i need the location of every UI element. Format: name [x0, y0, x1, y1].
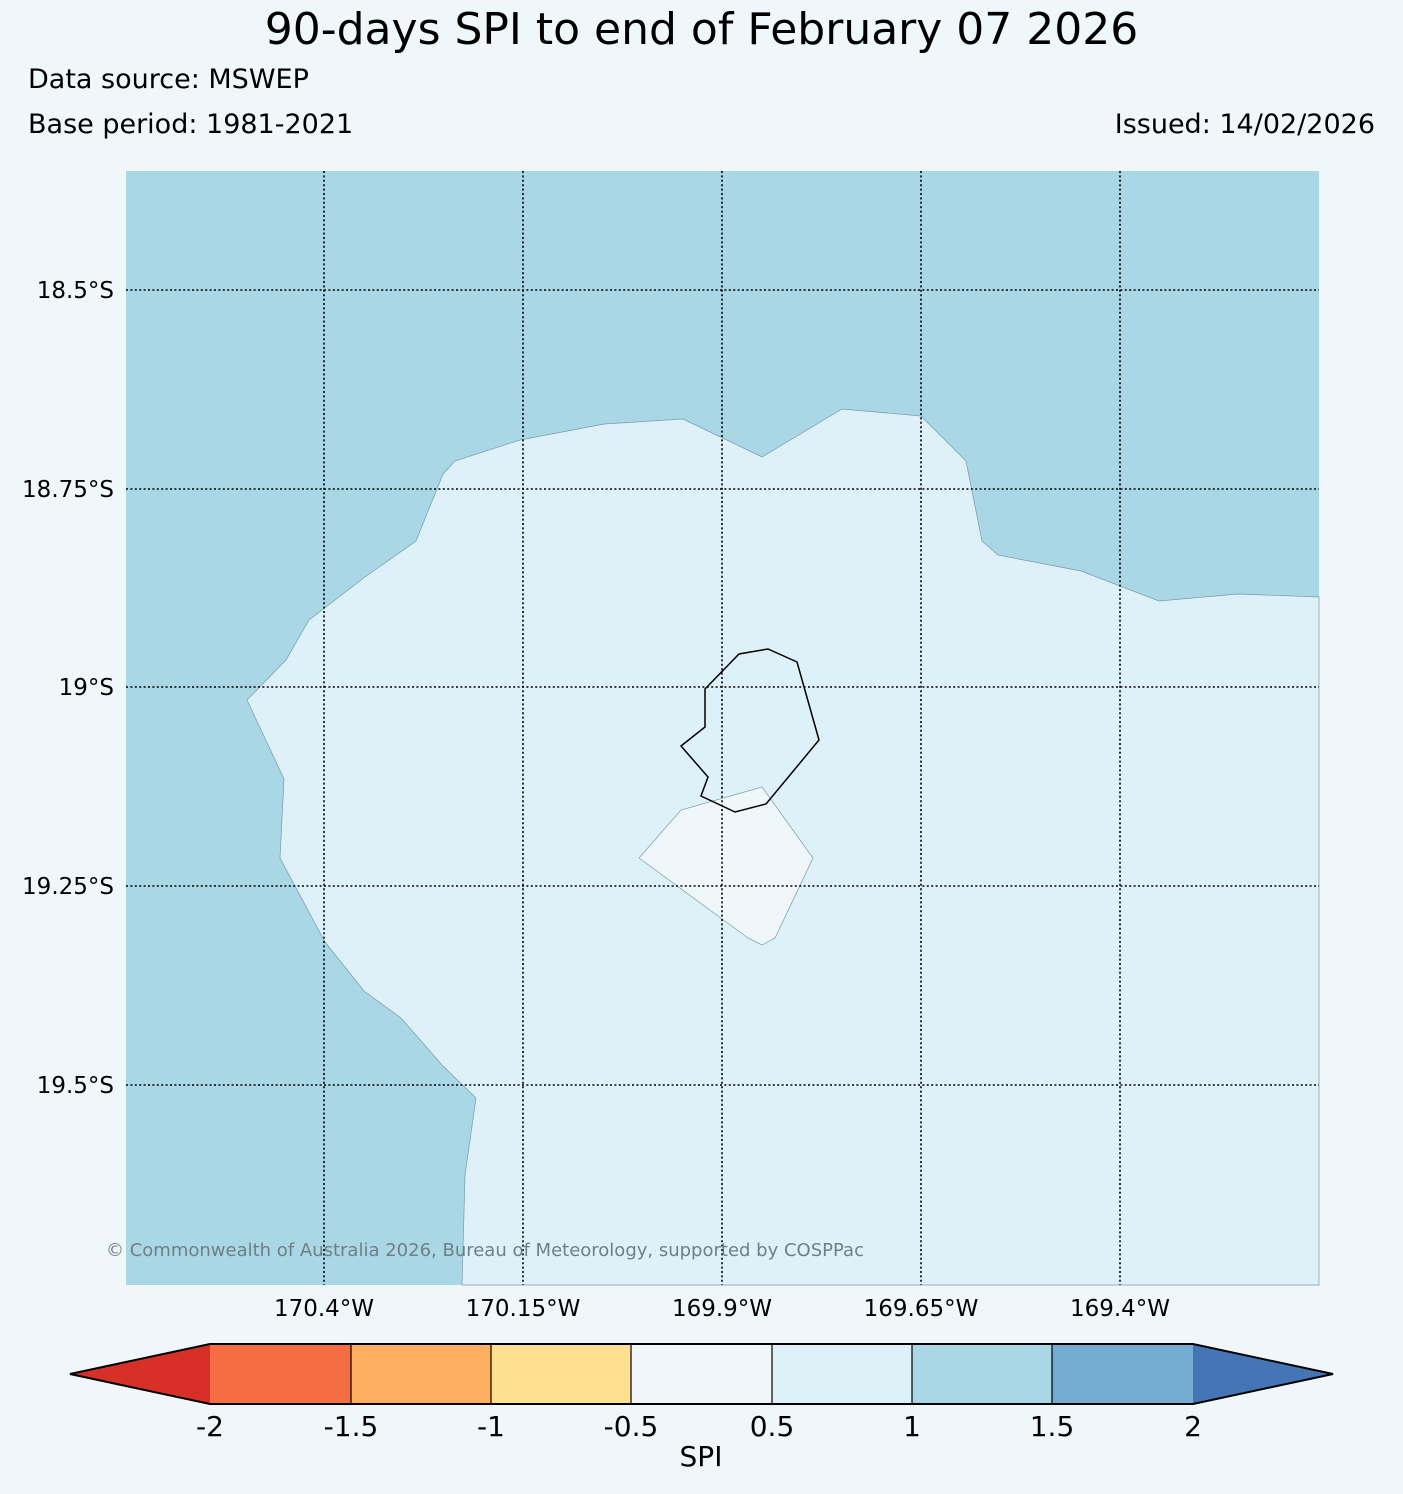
latitude-label: 19°S [59, 675, 114, 701]
colorbar-segment [772, 1344, 912, 1404]
base-period-label: Base period: 1981-2021 [28, 109, 354, 140]
latitude-label: 19.25°S [22, 874, 114, 900]
colorbar-tick-label: 1 [903, 1410, 921, 1443]
copyright-notice: © Commonwealth of Australia 2026, Bureau… [106, 1240, 864, 1261]
longitude-label: 169.9°W [672, 1296, 772, 1322]
colorbar-tick-label: -2 [196, 1410, 224, 1443]
island-outline [679, 648, 820, 813]
colorbar-tick-label: -0.5 [604, 1410, 659, 1443]
colorbar-extend-low [70, 1344, 210, 1404]
issued-date-label: Issued: 14/02/2026 [1114, 109, 1375, 140]
colorbar-tick-label: -1 [477, 1410, 505, 1443]
longitude-label: 170.4°W [274, 1296, 374, 1322]
colorbar-tick-label: 0.5 [750, 1410, 795, 1443]
latitude-label: 19.5°S [37, 1073, 114, 1099]
data-source-label: Data source: MSWEP [28, 64, 309, 95]
colorbar-outline [69, 1343, 1334, 1405]
colorbar-extend-high [1193, 1344, 1333, 1404]
colorbar: -2 -1.5 -1 -0.5 0.5 1 1.5 2 SPI [69, 1343, 1334, 1473]
latitude-label: 18.75°S [22, 477, 114, 503]
colorbar-segment [631, 1344, 772, 1404]
colorbar-segment [210, 1344, 351, 1404]
longitude-label: 170.15°W [466, 1296, 581, 1322]
colorbar-segment [1052, 1344, 1193, 1404]
longitude-label: 169.4°W [1070, 1296, 1170, 1322]
colorbar-segment [912, 1344, 1052, 1404]
figure-title: 90-days SPI to end of February 07 2026 [264, 4, 1139, 55]
colorbar-tick-label: -1.5 [324, 1410, 379, 1443]
colorbar-title: SPI [680, 1440, 723, 1473]
longitude-label: 169.65°W [864, 1296, 979, 1322]
colorbar-segment [351, 1344, 491, 1404]
colorbar-segment [491, 1344, 631, 1404]
map-region-spi-minus-0-5-to-0-5 [638, 786, 814, 946]
colorbar-tick-label: 1.5 [1030, 1410, 1075, 1443]
map-gridlines [126, 171, 1319, 1285]
colorbar-tick-label: 2 [1184, 1410, 1202, 1443]
latitude-label: 18.5°S [37, 278, 114, 304]
